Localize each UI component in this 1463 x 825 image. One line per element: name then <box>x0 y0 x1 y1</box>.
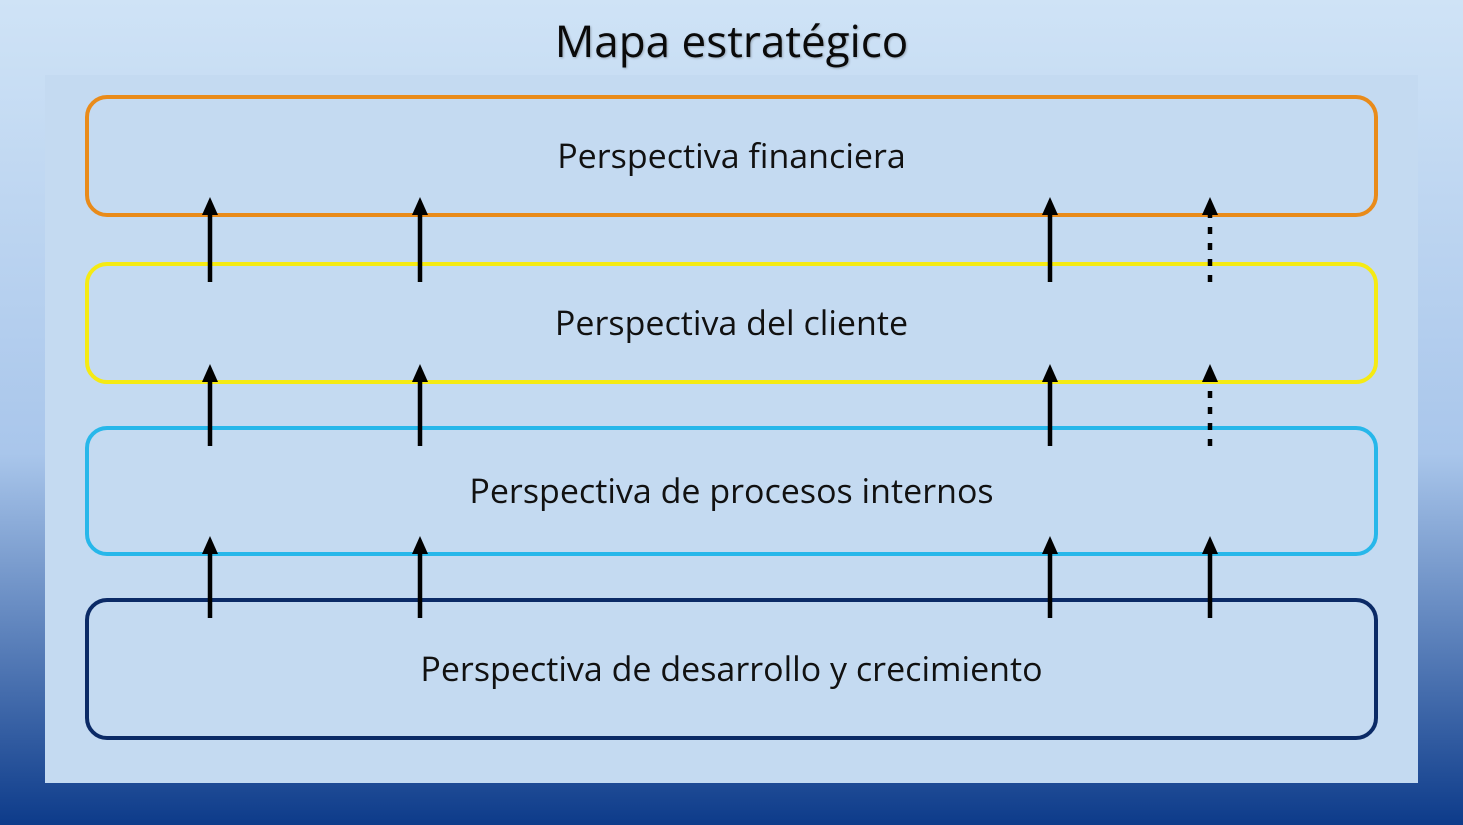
box-financiera-label: Perspectiva financiera <box>557 136 906 175</box>
box-desarrollo: Perspectiva de desarrollo y crecimiento <box>85 598 1378 740</box>
slide-title: Mapa estratégico <box>0 10 1463 70</box>
strategy-map-slide: Mapa estratégico Perspectiva financiera … <box>0 0 1463 825</box>
box-cliente: Perspectiva del cliente <box>85 262 1378 384</box>
box-cliente-label: Perspectiva del cliente <box>555 303 908 342</box>
box-financiera: Perspectiva financiera <box>85 95 1378 217</box>
box-procesos-label: Perspectiva de procesos internos <box>469 471 993 510</box>
box-procesos: Perspectiva de procesos internos <box>85 426 1378 556</box>
box-desarrollo-label: Perspectiva de desarrollo y crecimiento <box>420 649 1042 688</box>
